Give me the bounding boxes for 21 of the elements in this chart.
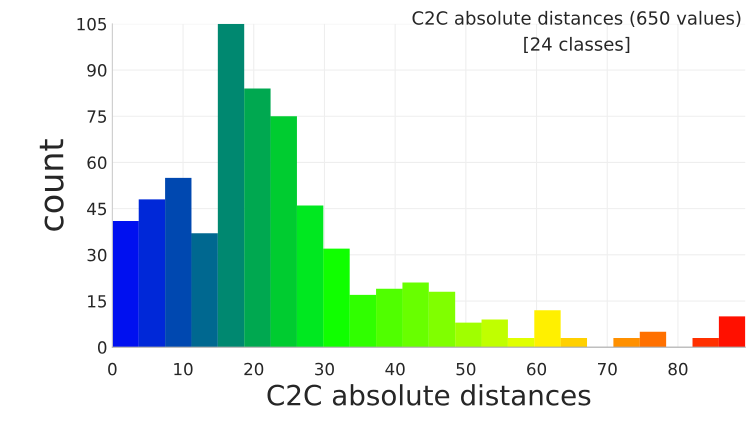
y-tick-label: 60: [87, 156, 106, 170]
y-tick-label: 0: [98, 341, 106, 354]
x-tick-label: 80: [668, 362, 688, 376]
x-tick-label: 10: [174, 362, 193, 376]
x-tick-label: 40: [385, 362, 405, 376]
y-tick-label: 45: [87, 202, 106, 216]
chart-title: C2C absolute distances (650 values): [412, 10, 740, 27]
y-tick-label: 90: [87, 64, 106, 77]
x-tick-label: 20: [244, 362, 264, 376]
x-axis-title: C2C absolute distances: [268, 384, 590, 406]
y-tick-label: 15: [88, 295, 106, 308]
x-tick-label: 50: [456, 362, 476, 376]
x-tick-label: 30: [315, 362, 334, 376]
y-axis-title: count: [40, 139, 64, 231]
x-tick-label: 70: [598, 362, 617, 376]
y-tick-label: 75: [88, 110, 106, 123]
y-tick-label: 30: [88, 248, 106, 262]
text: [24 classes]: [524, 36, 630, 53]
y-tick-label: 105: [78, 18, 106, 30]
x-tick-label: 0: [108, 362, 117, 376]
x-tick-label: 60: [527, 362, 546, 376]
